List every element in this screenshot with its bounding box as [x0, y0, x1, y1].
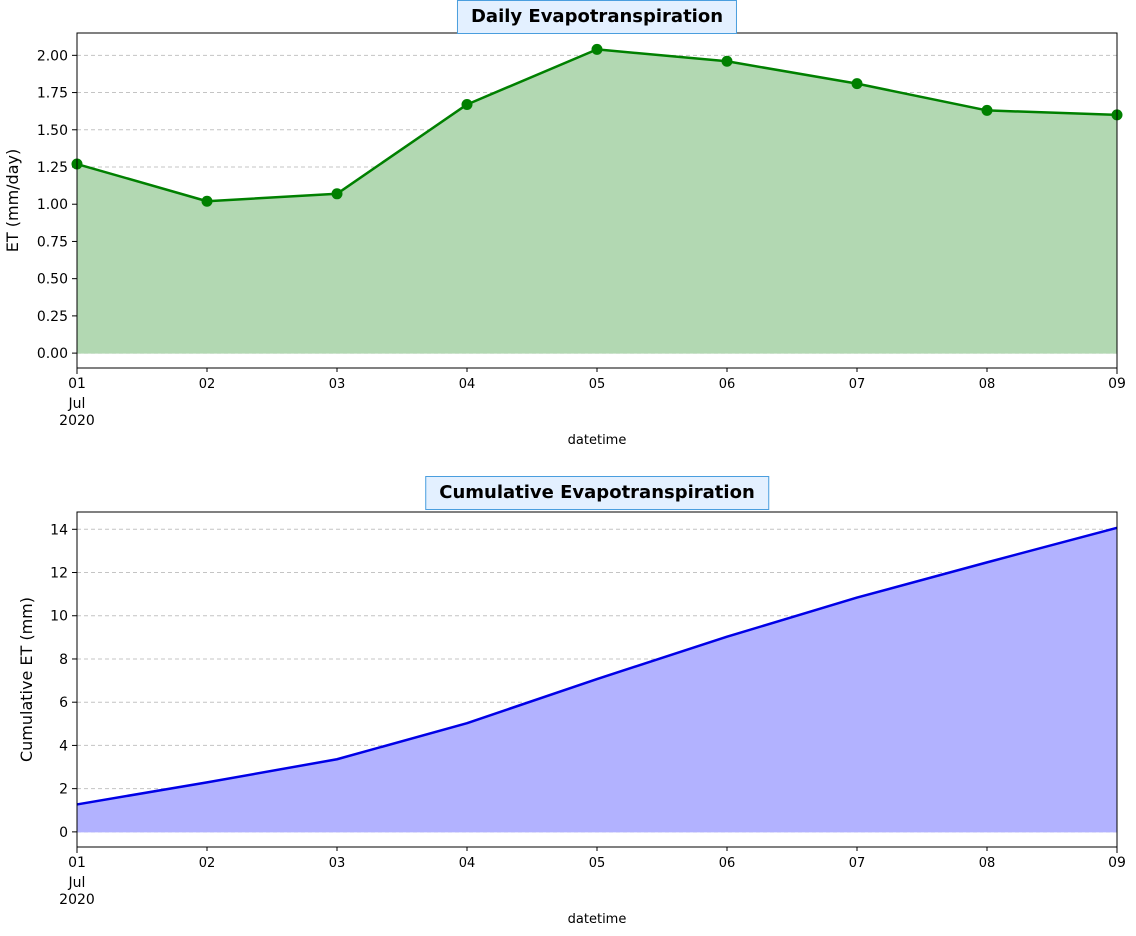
- y-tick-label: 1.25: [37, 160, 68, 176]
- x-tick-label: 05: [589, 377, 606, 392]
- y-tick-label: 10: [50, 609, 68, 625]
- chart-title-daily: Daily Evapotranspiration: [456, 0, 738, 34]
- y-tick-label: 0: [59, 825, 68, 841]
- x-tick-label: 08: [979, 856, 996, 871]
- y-tick-label: 2.00: [37, 48, 68, 64]
- x-tick-label: 02: [199, 856, 216, 871]
- x-tick-label: 03: [329, 856, 346, 871]
- x-tick-label: 07: [849, 856, 866, 871]
- x-tick-label: 01: [68, 855, 86, 871]
- y-tick-label: 0.25: [37, 309, 68, 325]
- x-tick-label: 09: [1108, 855, 1126, 871]
- series-line: [76, 526, 1118, 806]
- x-tick-label: 06: [719, 377, 736, 392]
- y-tick-label: 1.00: [37, 197, 68, 213]
- x-tick-sublabel: Jul: [68, 875, 86, 891]
- y-tick-label: 12: [50, 566, 68, 582]
- y-tick-label: 1.50: [37, 123, 68, 139]
- y-tick-label: 0.00: [37, 346, 68, 362]
- y-tick-label: 8: [59, 652, 68, 668]
- y-tick-label: 1.75: [37, 86, 68, 102]
- x-tick-label: 01: [68, 376, 86, 392]
- x-tick-label: 04: [459, 377, 476, 392]
- y-tick-label: 4: [59, 738, 68, 754]
- panel-0: 0.00 0.25 0.50 0.75 1.00 1.25 1.50 1.75 2.00 01 02…: [3, 32, 1126, 448]
- y-axis-label: ET (mm/day): [3, 149, 22, 252]
- x-tick-sublabel: 2020: [59, 892, 95, 908]
- data-point: [331, 188, 343, 200]
- data-point: [201, 195, 213, 207]
- data-point: [851, 78, 863, 90]
- x-axis-label: datetime: [568, 433, 627, 448]
- data-point: [721, 55, 733, 67]
- area-fill: [76, 48, 1118, 354]
- x-tick-label: 03: [329, 377, 346, 392]
- y-tick-label: 0.75: [37, 234, 68, 250]
- x-tick-sublabel: 2020: [59, 413, 95, 429]
- data-point: [591, 43, 603, 55]
- x-tick-sublabel: Jul: [68, 396, 86, 412]
- data-point: [981, 104, 993, 116]
- y-tick-label: 6: [59, 695, 68, 711]
- x-axis-label: datetime: [568, 912, 627, 927]
- y-tick-label: 0.50: [37, 272, 68, 288]
- x-tick-label: 04: [459, 856, 476, 871]
- y-tick-label: 14: [50, 522, 68, 538]
- data-point: [461, 98, 473, 110]
- x-tick-label: 06: [719, 856, 736, 871]
- x-tick-label: 09: [1108, 376, 1126, 392]
- y-axis-label: Cumulative ET (mm): [17, 597, 36, 762]
- x-tick-label: 08: [979, 377, 996, 392]
- x-tick-label: 07: [849, 377, 866, 392]
- x-tick-label: 02: [199, 377, 216, 392]
- chart-title-cumulative: Cumulative Evapotranspiration: [425, 476, 769, 510]
- y-tick-label: 2: [59, 782, 68, 798]
- x-tick-label: 05: [589, 856, 606, 871]
